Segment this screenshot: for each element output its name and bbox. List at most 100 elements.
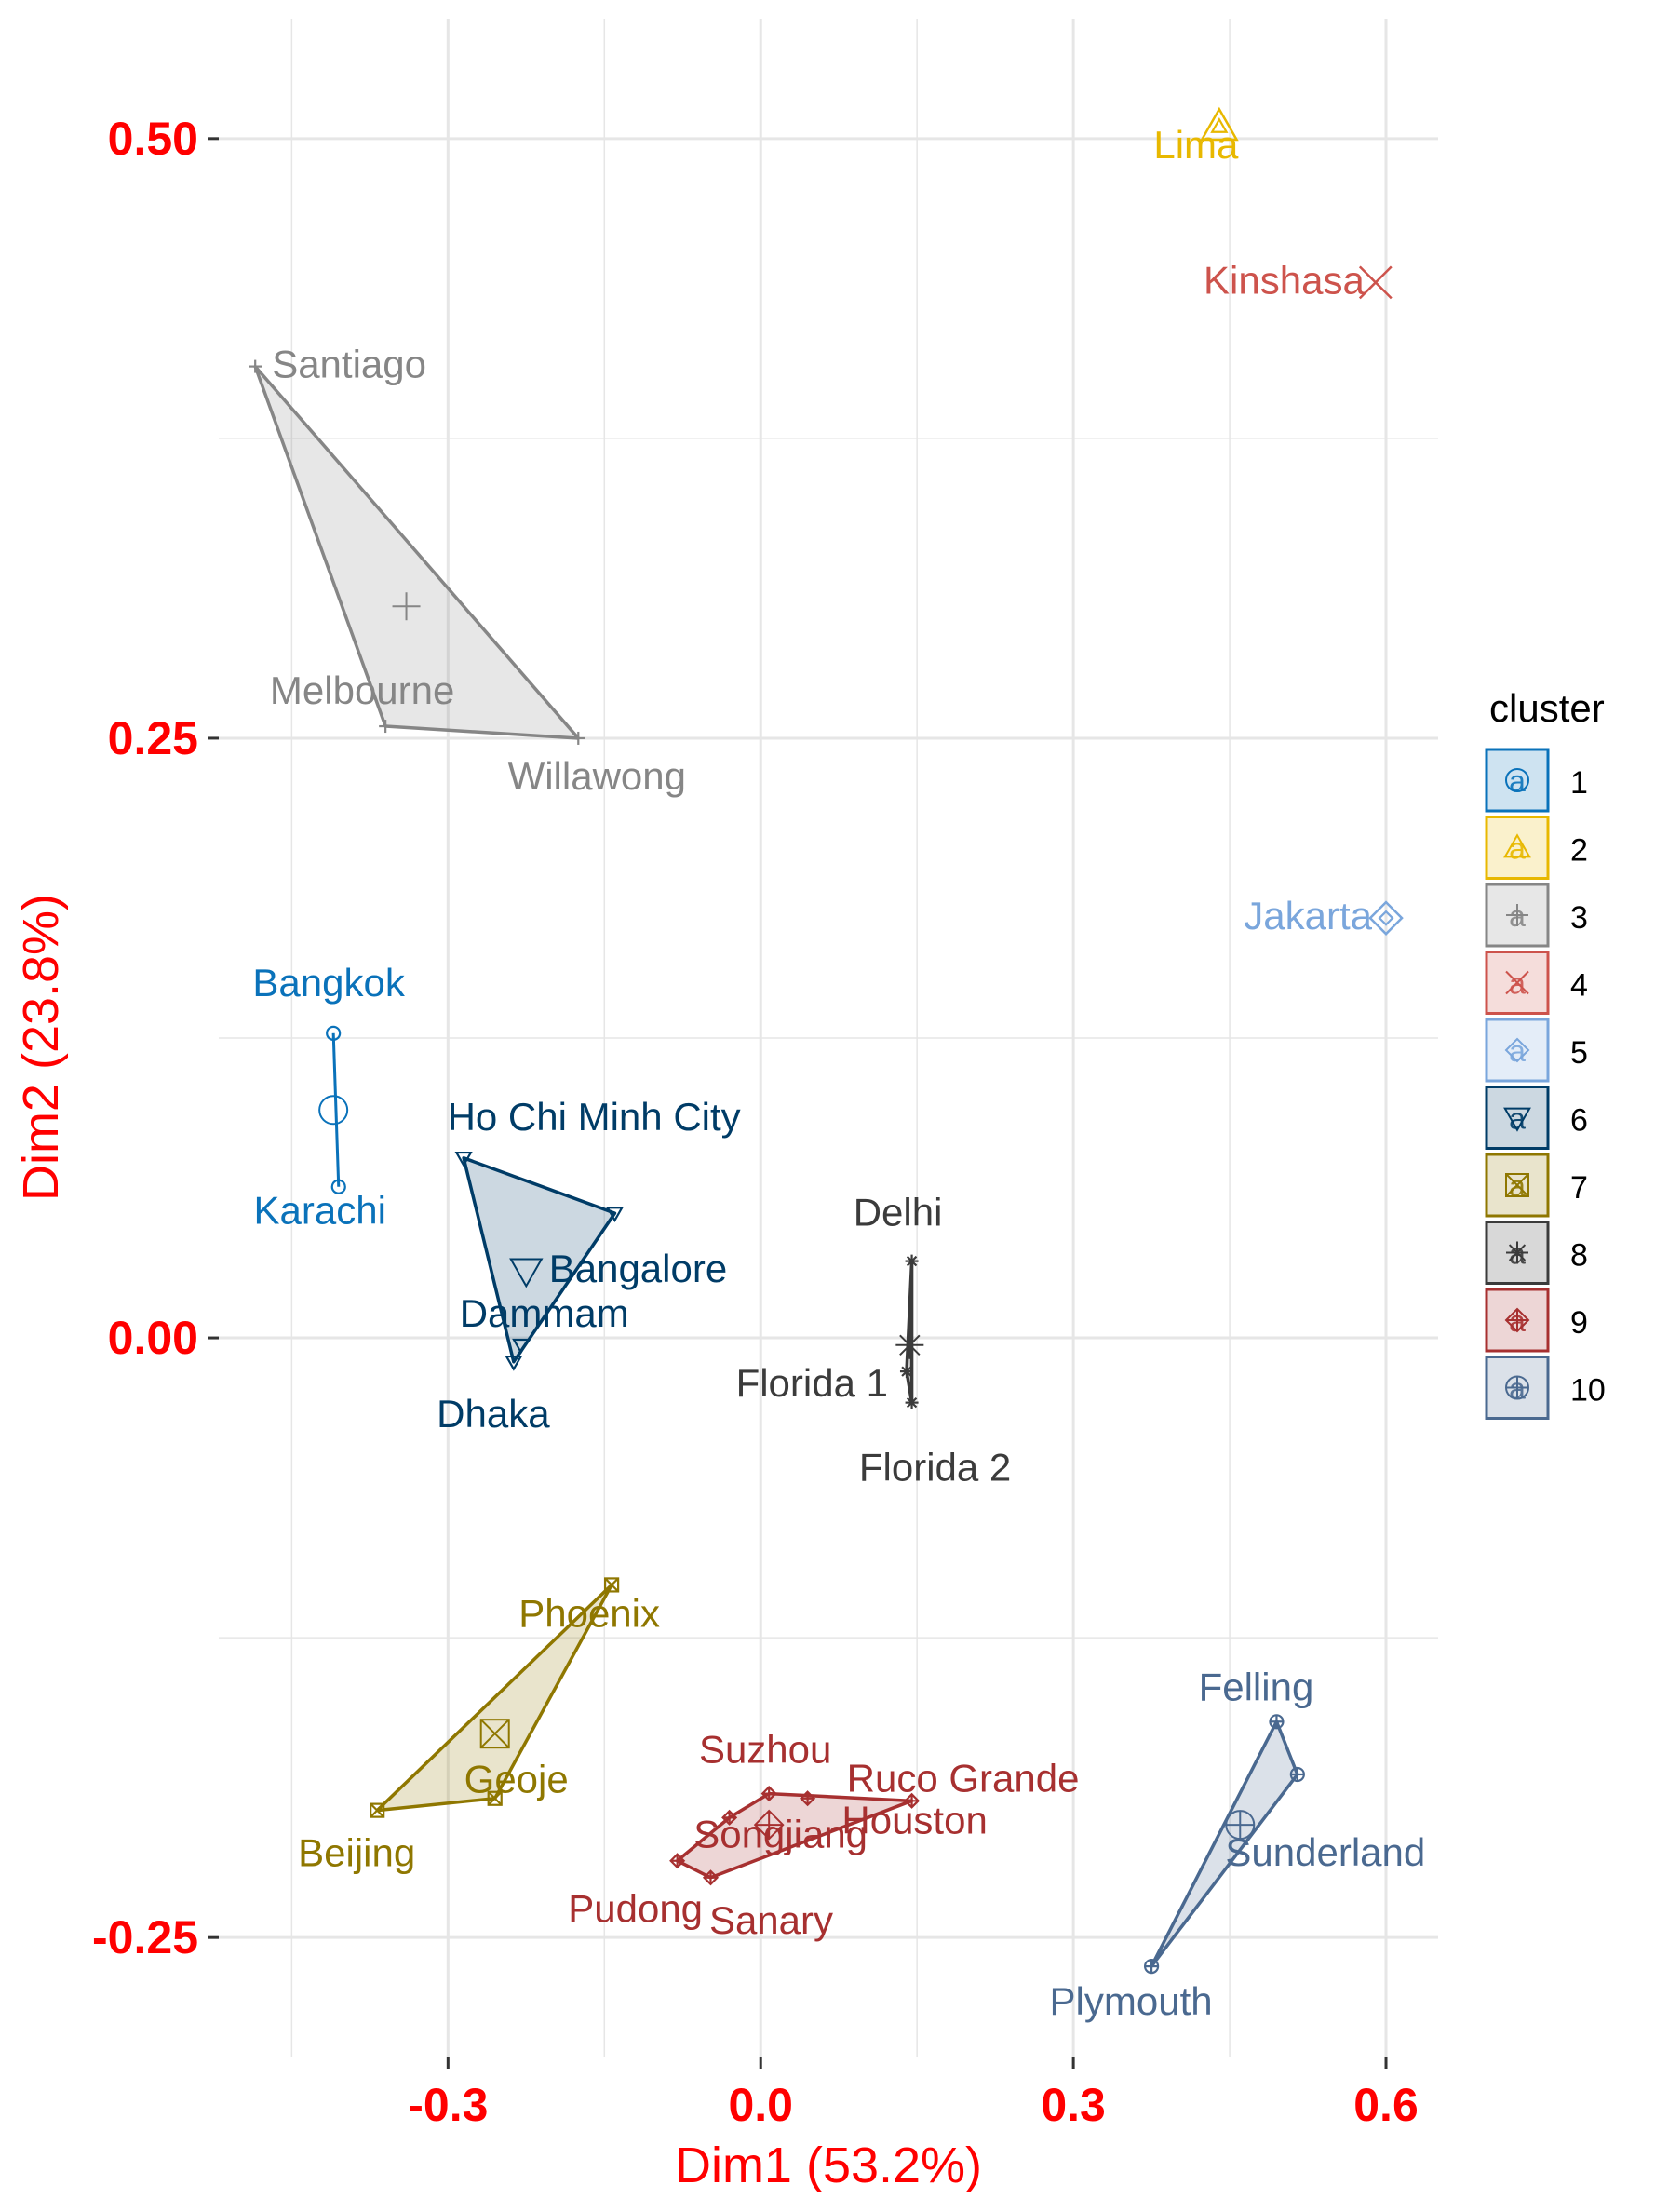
point-santiago [249, 359, 262, 373]
point-dhaka [505, 1355, 523, 1371]
point-kinshasa [1368, 275, 1383, 290]
label-plymouth: Plymouth [1050, 1979, 1213, 2023]
x-tick-label: 0.0 [728, 2079, 793, 2131]
point-sunderland [1289, 1766, 1305, 1783]
label-delhi: Delhi [854, 1191, 943, 1234]
legend-label-7: 7 [1570, 1170, 1588, 1206]
legend-glyph-6: a [1509, 1102, 1526, 1136]
point-plymouth [1143, 1958, 1160, 1975]
legend-key-1 [1485, 748, 1550, 813]
label-florida-1: Florida 1 [736, 1361, 888, 1405]
cluster-7-center [479, 1719, 510, 1749]
point-florida-1 [899, 1365, 913, 1379]
legend-glyph-2: a [1509, 832, 1526, 866]
label-felling: Felling [1199, 1665, 1314, 1708]
label-melbourne: Melbourne [270, 668, 454, 712]
label-pudong: Pudong [568, 1887, 703, 1931]
label-willawong: Willawong [508, 754, 686, 798]
label-sanary: Sanary [709, 1898, 833, 1942]
legend-key-6 [1485, 1086, 1550, 1150]
label-bangkok: Bangkok [252, 961, 405, 1005]
label-layer: Bangkok Karachi Lima Santiago Melbourne Willa… [252, 123, 1425, 2023]
point-melbourne [379, 720, 393, 734]
point-delhi [905, 1254, 919, 1268]
point-willawong [572, 731, 585, 745]
legend-label-3: 3 [1570, 900, 1588, 936]
point-florida-2 [905, 1396, 919, 1409]
label-bangalore: Bangalore [549, 1247, 727, 1290]
cluster-10-hull [1150, 1720, 1299, 1968]
label-geoje: Geoje [464, 1758, 569, 1801]
cluster-3-hull [253, 364, 581, 740]
label-songjiang: Songjiang [693, 1812, 868, 1855]
point-jakarta [1378, 910, 1394, 926]
cluster-1-center [318, 1095, 349, 1126]
legend-key-5 [1485, 1018, 1550, 1083]
point-beijing [370, 1802, 385, 1818]
legend-key-2 [1485, 816, 1550, 880]
point-phoenix [604, 1577, 620, 1593]
legend-label-10: 10 [1570, 1373, 1606, 1409]
legend-item-10: a 10 [1485, 1356, 1606, 1420]
y-tick-label: 0.25 [108, 712, 198, 764]
label-kinshasa: Kinshasa [1204, 258, 1365, 302]
label-ho-chi-minh-city: Ho Chi Minh City [448, 1095, 741, 1139]
legend-marker-8 [1506, 1241, 1528, 1264]
x-tick-label: 0.3 [1041, 2079, 1106, 2131]
legend-label-2: 2 [1570, 833, 1588, 869]
axis-layer: -0.25 0.00 0.25 0.50 -0.3 0.0 0.3 0.6 Dim1 (53.2… [13, 113, 1419, 2193]
legend-glyph-3: a [1509, 899, 1526, 933]
cluster-9-center [753, 1809, 785, 1841]
cluster-1-hull [331, 1032, 341, 1187]
label-ruco-grande: Ruco Grande [847, 1756, 1080, 1800]
point-bangkok [326, 1025, 342, 1041]
cluster-6-center [509, 1258, 544, 1288]
point-songjiang [721, 1809, 738, 1826]
point-lima [1210, 117, 1229, 133]
legend-marker-1 [1505, 768, 1529, 792]
cluster-9-hull [675, 1791, 914, 1880]
label-sunderland: Sunderland [1225, 1830, 1425, 1874]
point-pudong [669, 1853, 686, 1869]
cluster-2-center [1200, 106, 1239, 142]
legend-glyph-5: a [1509, 1034, 1526, 1068]
label-suzhou: Suzhou [699, 1728, 831, 1772]
label-phoenix: Phoenix [518, 1591, 660, 1635]
legend-glyph-8: a [1509, 1237, 1526, 1271]
cluster-5-center [1368, 900, 1404, 936]
legend-marker-9 [1504, 1307, 1530, 1333]
legend-marker-6 [1503, 1107, 1531, 1132]
label-dhaka: Dhaka [437, 1392, 550, 1436]
point-ho-chi-minh-city [454, 1151, 473, 1167]
point-houston [800, 1790, 816, 1807]
cluster-7-hull [375, 1583, 613, 1813]
label-florida-2: Florida 2 [859, 1446, 1011, 1490]
legend-marker-7 [1505, 1173, 1529, 1197]
label-houston: Houston [841, 1799, 987, 1842]
cluster-8-center [895, 1330, 924, 1359]
label-santiago: Santiago [272, 343, 426, 386]
point-felling [1269, 1714, 1285, 1730]
x-axis-label: Dim1 (53.2%) [675, 2138, 982, 2193]
point-ruco-grande [904, 1792, 921, 1809]
label-dammam: Dammam [460, 1291, 629, 1335]
label-beijing: Beijing [298, 1831, 415, 1875]
legend-glyph-1: a [1509, 764, 1526, 798]
point-layer [249, 106, 1404, 1975]
legend-label-9: 9 [1570, 1305, 1588, 1341]
legend-marker-3 [1506, 904, 1528, 926]
legend-glyph-4: a [1509, 967, 1526, 1001]
legend-title: cluster [1489, 686, 1605, 730]
label-karachi: Karachi [254, 1189, 386, 1233]
legend-label-6: 6 [1570, 1103, 1588, 1139]
x-tick-label: -0.3 [408, 2079, 488, 2131]
